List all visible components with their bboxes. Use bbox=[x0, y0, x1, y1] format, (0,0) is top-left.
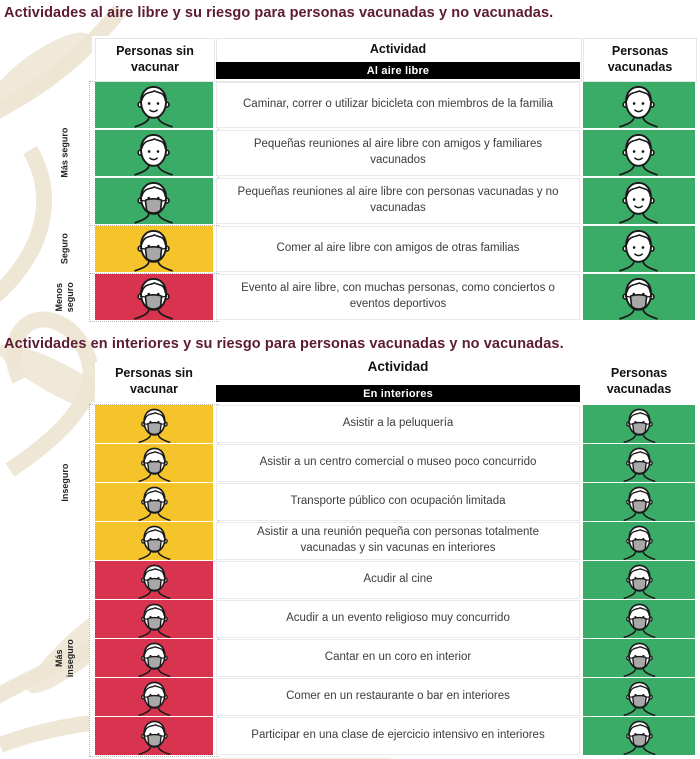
activity-cell: Comer al aire libre con amigos de otras … bbox=[216, 226, 580, 272]
outdoor-header-unvaccinated: Personas sin vacunar bbox=[95, 38, 215, 82]
unvaccinated-person-masked-icon bbox=[95, 678, 213, 716]
unvaccinated-person-masked-icon bbox=[95, 178, 213, 224]
unvaccinated-person-masked-icon bbox=[95, 522, 213, 560]
unvaccinated-person-masked-icon bbox=[95, 274, 213, 320]
vaccinated-person-icon bbox=[583, 178, 695, 224]
indoor-table: Asistir a la peluquería Asistir a un cen… bbox=[95, 405, 695, 755]
unvaccinated-person-masked-icon bbox=[95, 444, 213, 482]
vaccinated-person-masked-icon bbox=[583, 522, 695, 560]
indoor-risk-label-most-unsafe: Más inseguro bbox=[53, 639, 75, 678]
unvaccinated-person-masked-icon bbox=[95, 405, 213, 443]
outdoor-title: Actividades al aire libre y su riesgo pa… bbox=[4, 5, 554, 21]
vaccinated-person-masked-icon bbox=[583, 678, 695, 716]
outdoor-risk-label-safest: Más seguro bbox=[59, 128, 70, 179]
vaccinated-person-icon bbox=[583, 130, 695, 176]
indoor-risk-label-unsafe: Inseguro bbox=[59, 463, 70, 502]
unvaccinated-person-masked-icon bbox=[95, 226, 213, 272]
vaccinated-person-masked-icon bbox=[583, 444, 695, 482]
activity-cell: Acudir al cine bbox=[216, 561, 580, 599]
vaccinated-person-masked-icon bbox=[583, 274, 695, 320]
indoor-header-activity: Actividad bbox=[367, 359, 429, 374]
indoor-title: Actividades en interiores y su riesgo pa… bbox=[4, 336, 564, 352]
vaccinated-person-masked-icon bbox=[583, 717, 695, 755]
vaccinated-person-icon bbox=[583, 82, 695, 128]
unvaccinated-person-icon bbox=[95, 130, 213, 176]
outdoor-header-vaccinated: Personas vacunadas bbox=[583, 38, 697, 82]
unvaccinated-person-masked-icon bbox=[95, 717, 213, 755]
activity-cell: Acudir a un evento religioso muy concurr… bbox=[216, 600, 580, 638]
indoor-header-subtitle-bar: En interiores bbox=[216, 385, 580, 402]
activity-cell: Caminar, correr o utilizar bicicleta con… bbox=[216, 82, 580, 128]
outdoor-risk-label-least-safe: Menos seguro bbox=[53, 282, 75, 313]
activity-cell: Cantar en un coro en interior bbox=[216, 639, 580, 677]
activity-cell: Pequeñas reuniones al aire libre con per… bbox=[216, 178, 580, 224]
activity-cell: Participar en una clase de ejercicio int… bbox=[216, 717, 580, 755]
activity-cell: Transporte público con ocupación limitad… bbox=[216, 483, 580, 521]
vaccinated-person-masked-icon bbox=[583, 639, 695, 677]
vaccinated-person-masked-icon bbox=[583, 405, 695, 443]
vaccinated-person-masked-icon bbox=[583, 483, 695, 521]
vaccinated-person-masked-icon bbox=[583, 600, 695, 638]
vaccinated-person-icon bbox=[583, 226, 695, 272]
activity-cell: Asistir a la peluquería bbox=[216, 405, 580, 443]
indoor-header-unvaccinated: Personas sin vacunar bbox=[95, 362, 213, 402]
activity-cell: Evento al aire libre, con muchas persona… bbox=[216, 274, 580, 320]
outdoor-table: Caminar, correr o utilizar bicicleta con… bbox=[95, 82, 695, 320]
indoor-header-vaccinated: Personas vacunadas bbox=[583, 362, 695, 402]
unvaccinated-person-masked-icon bbox=[95, 639, 213, 677]
unvaccinated-person-masked-icon bbox=[95, 561, 213, 599]
activity-cell: Comer en un restaurante o bar en interio… bbox=[216, 678, 580, 716]
activity-cell: Asistir a una reunión pequeña con person… bbox=[216, 522, 580, 560]
outdoor-header-subtitle-bar: Al aire libre bbox=[216, 62, 580, 79]
outdoor-risk-label-safe: Seguro bbox=[59, 233, 70, 265]
outdoor-header-activity: Actividad bbox=[369, 42, 427, 56]
vaccinated-person-masked-icon bbox=[583, 561, 695, 599]
activity-cell: Asistir a un centro comercial o museo po… bbox=[216, 444, 580, 482]
unvaccinated-person-icon bbox=[95, 82, 213, 128]
unvaccinated-person-masked-icon bbox=[95, 483, 213, 521]
unvaccinated-person-masked-icon bbox=[95, 600, 213, 638]
activity-cell: Pequeñas reuniones al aire libre con ami… bbox=[216, 130, 580, 176]
